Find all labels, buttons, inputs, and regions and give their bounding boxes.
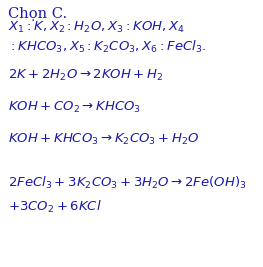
- Text: $+3CO_2 + 6KCl$: $+3CO_2 + 6KCl$: [8, 199, 102, 215]
- Text: $KOH + KHCO_3 \rightarrow K_2CO_3 + H_2O$: $KOH + KHCO_3 \rightarrow K_2CO_3 + H_2O…: [8, 132, 199, 147]
- Text: $X_1 : K, X_2 : H_2O, X_3 : KOH, X_4$: $X_1 : K, X_2 : H_2O, X_3 : KOH, X_4$: [8, 20, 185, 35]
- Text: $2FeCl_3 + 3K_2CO_3 + 3H_2O \rightarrow 2Fe(OH)_3$: $2FeCl_3 + 3K_2CO_3 + 3H_2O \rightarrow …: [8, 175, 247, 191]
- Text: $KOH + CO_2 \rightarrow KHCO_3$: $KOH + CO_2 \rightarrow KHCO_3$: [8, 100, 141, 115]
- Text: Chọn C.: Chọn C.: [8, 7, 67, 21]
- Text: $: KHCO_3, X_5 : K_2CO_3, X_6 : FeCl_3.$: $: KHCO_3, X_5 : K_2CO_3, X_6 : FeCl_3.$: [8, 39, 206, 55]
- Text: $2K + 2H_2O \rightarrow 2KOH + H_2$: $2K + 2H_2O \rightarrow 2KOH + H_2$: [8, 68, 163, 83]
